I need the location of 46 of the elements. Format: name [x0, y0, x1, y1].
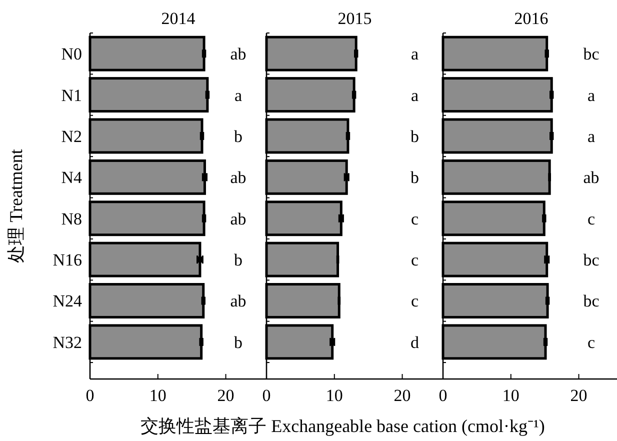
annotation: b — [410, 168, 420, 188]
annotation: c — [587, 332, 596, 352]
annotation: b — [234, 250, 243, 270]
x-tick-label: 20 — [394, 386, 411, 405]
annotation: a — [587, 126, 596, 146]
chart-title: 2015 — [338, 9, 372, 28]
annotation: ab — [583, 168, 600, 188]
annotation: c — [410, 250, 419, 270]
annotation: bc — [583, 250, 600, 270]
annotation: ab — [230, 44, 246, 64]
y-tick-label: N4 — [61, 168, 82, 188]
annotation: d — [410, 332, 420, 352]
x-tick-label: 0 — [262, 386, 271, 405]
annotation: c — [410, 209, 419, 228]
x-tick-label: 10 — [502, 386, 520, 405]
annotation: a — [234, 86, 242, 105]
annotation: a — [410, 86, 419, 105]
x-axis-title: 交换性盐基离子 Exchangeable base cation (cmol·kg⁻¹) — [140, 416, 545, 436]
annotation: c — [587, 209, 596, 228]
annotation: ab — [230, 168, 246, 188]
annotation: bc — [583, 44, 600, 64]
annotation: a — [410, 44, 419, 64]
annotation: b — [234, 332, 243, 352]
x-tick-label: 20 — [570, 386, 588, 405]
chart-title: 2016 — [514, 9, 548, 28]
y-tick-label: N16 — [52, 250, 82, 270]
annotation: ab — [230, 209, 246, 228]
x-tick-label: 10 — [149, 386, 166, 405]
y-axis-title: 处理 Treatment — [6, 149, 26, 263]
annotation: bc — [583, 292, 600, 311]
y-tick-label: N2 — [61, 126, 82, 146]
x-tick-label: 0 — [438, 386, 448, 405]
y-tick-label: N24 — [52, 292, 82, 311]
annotation: b — [234, 126, 243, 146]
annotation: c — [410, 292, 419, 311]
annotation: ab — [230, 292, 246, 311]
annotation: b — [410, 126, 420, 146]
x-tick-label: 10 — [326, 386, 343, 405]
x-tick-label: 20 — [217, 386, 234, 405]
y-tick-label: N1 — [61, 86, 82, 105]
y-tick-label: N0 — [61, 44, 82, 64]
y-tick-label: N32 — [52, 332, 82, 352]
annotation: a — [587, 86, 596, 105]
y-tick-label: N8 — [61, 209, 82, 228]
chart-title: 2014 — [161, 9, 196, 28]
x-tick-label: 0 — [86, 386, 94, 405]
